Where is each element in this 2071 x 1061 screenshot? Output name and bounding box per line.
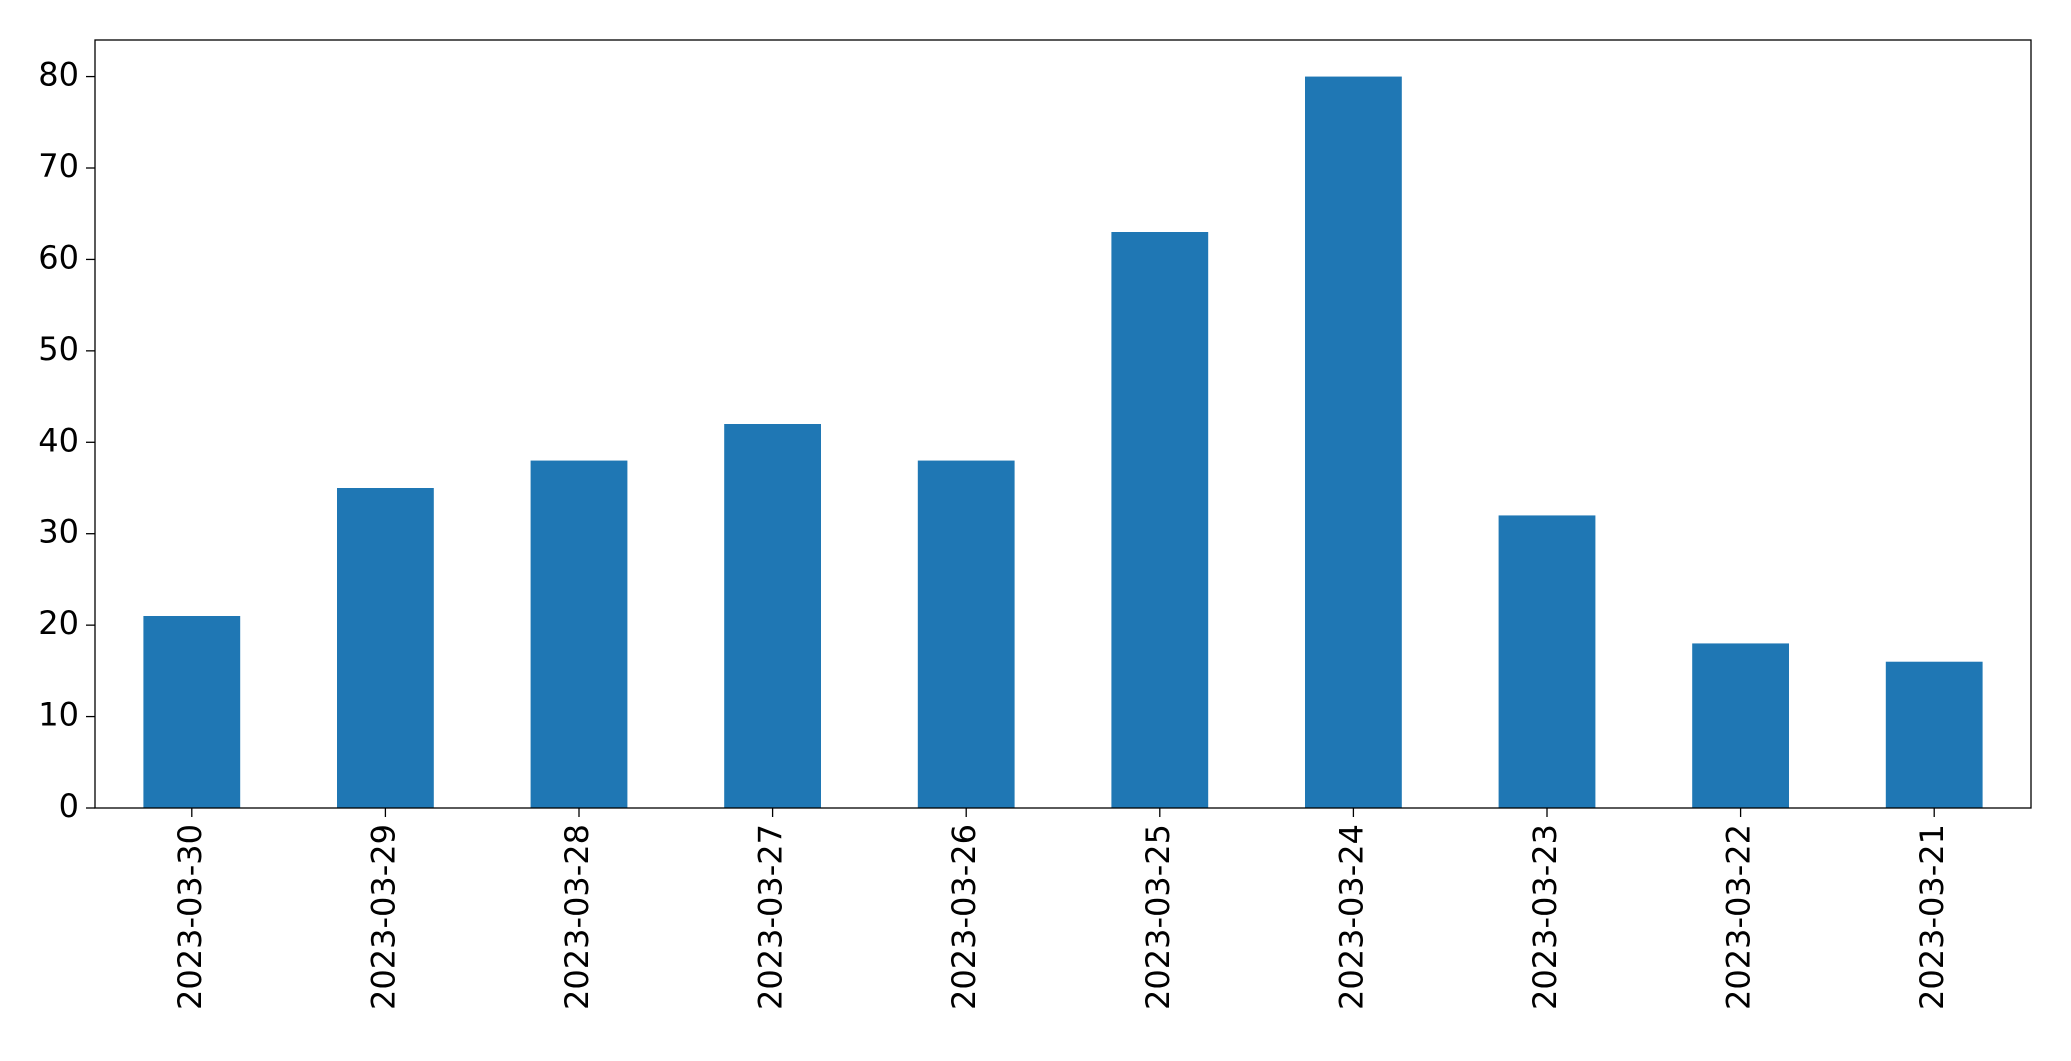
x-tick-label: 2023-03-27 bbox=[752, 824, 790, 1010]
plot-frame bbox=[94, 39, 2032, 809]
x-tick-label: 2023-03-29 bbox=[364, 824, 402, 1010]
bar bbox=[1885, 661, 1983, 808]
bar bbox=[917, 460, 1015, 808]
y-tick-label: 20 bbox=[38, 604, 79, 642]
y-tick-label: 80 bbox=[38, 56, 79, 94]
x-tick-label: 2023-03-21 bbox=[1913, 824, 1951, 1010]
x-tick-label: 2023-03-23 bbox=[1526, 824, 1564, 1010]
bar bbox=[1111, 232, 1209, 808]
y-tick-label: 70 bbox=[38, 147, 79, 185]
x-tick-label: 2023-03-24 bbox=[1332, 824, 1370, 1010]
bar bbox=[337, 488, 434, 808]
bar bbox=[1498, 515, 1596, 808]
x-tick-label: 2023-03-22 bbox=[1720, 824, 1758, 1010]
bar bbox=[530, 460, 628, 808]
bar bbox=[724, 424, 821, 808]
y-tick-label: 30 bbox=[38, 513, 79, 551]
y-tick-label: 10 bbox=[38, 696, 79, 734]
x-tick-label: 2023-03-28 bbox=[558, 824, 596, 1010]
y-tick-label: 50 bbox=[38, 330, 79, 368]
bar bbox=[1692, 643, 1789, 808]
y-tick-label: 0 bbox=[59, 787, 79, 825]
x-tick-label: 2023-03-26 bbox=[945, 824, 983, 1010]
x-tick-label: 2023-03-25 bbox=[1139, 824, 1177, 1010]
y-tick-label: 60 bbox=[38, 238, 79, 276]
bar bbox=[1305, 76, 1402, 809]
x-tick-label: 2023-03-30 bbox=[171, 824, 209, 1010]
bar bbox=[143, 616, 241, 808]
y-tick-label: 40 bbox=[38, 421, 79, 459]
